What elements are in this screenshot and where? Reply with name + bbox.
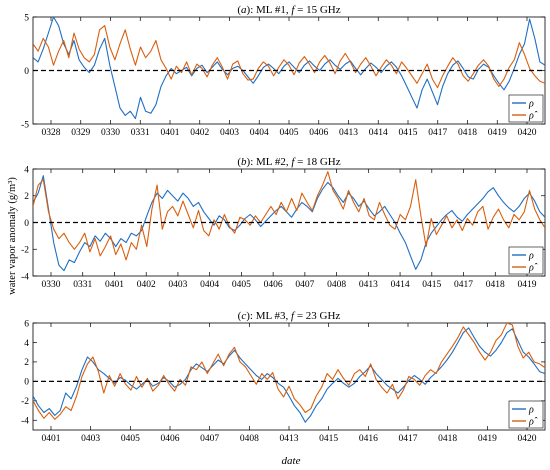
y-tick-label: 4 <box>24 165 29 175</box>
x-tick-label: 0415 <box>399 128 418 138</box>
panel-b: (b): ML #2, f = 18 GHz 4 2 0 -2 -4 0330 0331 040… <box>21 156 546 290</box>
x-tick-label: 0405 <box>280 128 299 138</box>
y-tick-label: 5 <box>24 13 29 23</box>
legend-box <box>508 94 544 123</box>
legend-entry: ρ̂ <box>528 417 538 428</box>
x-tick-label: 0407 <box>200 434 219 444</box>
x-tick-label: 0405 <box>232 280 251 290</box>
legend: ρρ̂ <box>508 94 544 123</box>
x-tick-label: 0404 <box>250 128 269 138</box>
y-tick-label: 2 <box>24 192 29 202</box>
x-tick-label: 0406 <box>161 434 180 444</box>
y-tick-label: 6 <box>24 319 29 329</box>
series-line-rho <box>33 175 545 272</box>
y-tick-label: -5 <box>21 120 29 130</box>
x-tick-label: 0408 <box>327 280 346 290</box>
y-tick-label: 0 <box>24 219 29 229</box>
x-tick-label: 0405 <box>121 434 140 444</box>
x-tick-label: 0416 <box>359 434 378 444</box>
legend-box <box>508 400 544 429</box>
y-axis-label: water vapor anomaly (g/m³) <box>7 177 18 295</box>
panel-c: (c): ML #3, f = 23 GHz 6 4 2 0 -2 -4 0401 0403 04… <box>21 310 546 444</box>
legend-entry: ρ <box>528 405 534 416</box>
x-tick-label: 0402 <box>137 280 156 290</box>
x-tick-label: 0417 <box>454 280 473 290</box>
series-line-rho <box>33 17 545 120</box>
y-tick-label: 2 <box>24 358 29 368</box>
y-tick-label: -2 <box>21 397 29 407</box>
x-tick-label: 0419 <box>478 434 497 444</box>
y-tick-label: 0 <box>24 378 29 388</box>
x-tick-label: 0407 <box>295 280 314 290</box>
y-tick-label: 4 <box>24 339 29 349</box>
series-line-rho-hat <box>33 25 545 89</box>
x-tick-label: 0413 <box>359 280 378 290</box>
x-tick-label: 0420 <box>518 434 537 444</box>
x-tick-label: 0415 <box>422 280 441 290</box>
x-tick-label: 0418 <box>486 280 505 290</box>
x-tick-label: 0406 <box>264 280 283 290</box>
x-tick-label: 0331 <box>73 280 92 290</box>
x-tick-label: 0413 <box>339 128 358 138</box>
x-tick-label: 0420 <box>518 128 537 138</box>
x-tick-label: 0408 <box>240 434 259 444</box>
x-tick-label: 0414 <box>391 280 410 290</box>
legend: ρρ̂ <box>508 246 544 275</box>
x-tick-label: 0328 <box>42 128 61 138</box>
legend-box <box>508 246 544 275</box>
x-tick-label: 0403 <box>168 280 187 290</box>
x-tick-label: 0402 <box>190 128 209 138</box>
legend-entry: ρ <box>528 99 534 110</box>
legend-entry: ρ̂ <box>528 111 538 122</box>
x-axis-label: date <box>282 455 301 467</box>
x-tick-label: 0418 <box>458 128 477 138</box>
legend-entry: ρ <box>528 251 534 262</box>
x-tick-label: 0419 <box>488 128 507 138</box>
x-tick-label: 0415 <box>319 434 338 444</box>
legend: ρρ̂ <box>508 400 544 429</box>
legend-entry: ρ̂ <box>528 263 538 274</box>
x-tick-label: 0418 <box>438 434 457 444</box>
x-tick-label: 0330 <box>42 280 61 290</box>
x-tick-label: 0331 <box>131 128 150 138</box>
series-line-rho-hat <box>33 171 545 261</box>
x-tick-label: 0403 <box>81 434 100 444</box>
x-tick-label: 0417 <box>399 434 418 444</box>
x-tick-label: 0401 <box>161 128 180 138</box>
y-tick-label: -4 <box>21 417 29 427</box>
panel-title: (a): ML #1, f = 15 GHz <box>237 4 340 16</box>
y-tick-label: 0 <box>24 67 29 77</box>
series-line-rho-hat <box>33 323 545 420</box>
x-tick-label: 0330 <box>101 128 120 138</box>
x-tick-label: 0419 <box>518 280 537 290</box>
y-tick-label: -2 <box>21 246 29 256</box>
y-tick-label: -4 <box>21 272 29 282</box>
panel-title: (b): ML #2, f = 18 GHz <box>237 156 340 168</box>
x-tick-label: 0329 <box>71 128 90 138</box>
x-tick-label: 0401 <box>42 434 61 444</box>
series-line-rho <box>33 327 545 423</box>
x-tick-label: 0413 <box>280 434 299 444</box>
x-tick-label: 0403 <box>220 128 239 138</box>
x-tick-label: 0417 <box>428 128 447 138</box>
panels-group: (a): ML #1, f = 15 GHz 5 0 -5 0328 0329 0330 03… <box>21 4 546 444</box>
x-tick-label: 0406 <box>309 128 328 138</box>
x-tick-label: 0401 <box>105 280 124 290</box>
panel-title: (c): ML #3, f = 23 GHz <box>238 310 341 322</box>
x-tick-label: 0414 <box>369 128 388 138</box>
panel-a: (a): ML #1, f = 15 GHz 5 0 -5 0328 0329 0330 03… <box>21 4 546 138</box>
x-tick-label: 0404 <box>200 280 219 290</box>
